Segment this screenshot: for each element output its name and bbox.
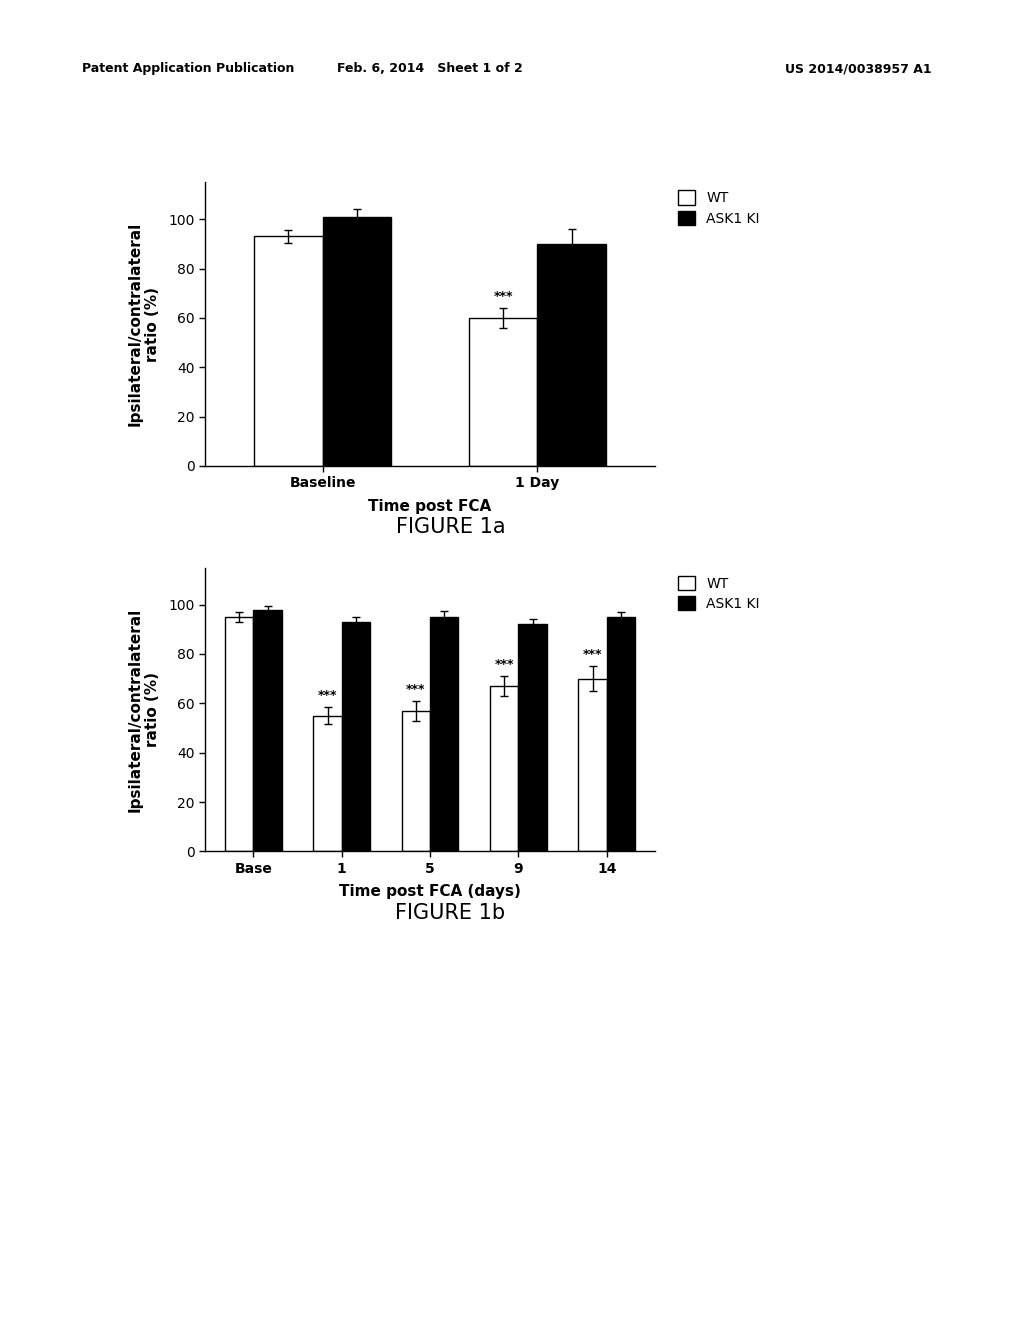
- Text: FIGURE 1b: FIGURE 1b: [395, 903, 506, 923]
- Text: ***: ***: [495, 659, 514, 672]
- X-axis label: Time post FCA (days): Time post FCA (days): [339, 884, 521, 899]
- Bar: [254, 236, 323, 466]
- Legend: WT, ASK1 KI: WT, ASK1 KI: [672, 569, 767, 618]
- Text: ***: ***: [583, 648, 602, 661]
- Bar: [225, 616, 253, 851]
- Y-axis label: Ipsilateral/contralateral
ratio (%): Ipsilateral/contralateral ratio (%): [127, 607, 160, 812]
- Y-axis label: Ipsilateral/contralateral
ratio (%): Ipsilateral/contralateral ratio (%): [127, 222, 160, 426]
- Bar: [538, 244, 606, 466]
- Bar: [518, 624, 547, 851]
- X-axis label: Time post FCA: Time post FCA: [369, 499, 492, 513]
- Bar: [490, 686, 518, 851]
- Bar: [430, 616, 459, 851]
- Bar: [579, 678, 607, 851]
- Bar: [401, 710, 430, 851]
- Bar: [342, 622, 370, 851]
- Bar: [253, 610, 282, 851]
- Legend: WT, ASK1 KI: WT, ASK1 KI: [672, 183, 767, 232]
- Text: FIGURE 1a: FIGURE 1a: [395, 517, 506, 537]
- Bar: [323, 216, 391, 466]
- Text: ***: ***: [317, 689, 337, 702]
- Text: US 2014/0038957 A1: US 2014/0038957 A1: [785, 62, 932, 75]
- Bar: [469, 318, 538, 466]
- Bar: [313, 715, 342, 851]
- Text: Patent Application Publication: Patent Application Publication: [82, 62, 294, 75]
- Bar: [607, 616, 635, 851]
- Text: ***: ***: [407, 682, 426, 696]
- Text: Feb. 6, 2014   Sheet 1 of 2: Feb. 6, 2014 Sheet 1 of 2: [337, 62, 523, 75]
- Text: ***: ***: [494, 290, 513, 304]
